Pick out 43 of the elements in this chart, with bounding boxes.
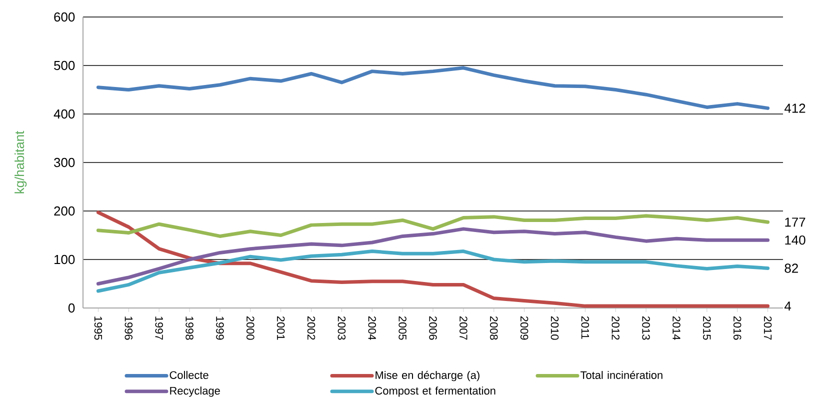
x-tick-label: 2016 xyxy=(733,316,742,340)
legend-label: Mise en décharge (a) xyxy=(376,370,480,382)
annotation: 412 xyxy=(784,104,806,113)
y-tick-label: 400 xyxy=(54,109,75,119)
y-tick-label: 600 xyxy=(54,12,75,22)
x-tick-label: 2013 xyxy=(642,316,650,340)
x-tick-label: 2002 xyxy=(307,316,316,340)
annotation: 177 xyxy=(785,218,806,227)
x-tick-label: 2010 xyxy=(550,316,559,340)
x-tick-label: 2014 xyxy=(672,316,680,340)
annotation: 82 xyxy=(784,264,798,273)
x-tick-label: 1999 xyxy=(216,316,224,340)
x-tick-label: 1996 xyxy=(124,316,133,340)
legend-label: Compost et fermentation xyxy=(375,386,496,397)
x-tick-label: 2001 xyxy=(276,316,285,340)
legend-label: Total incinération xyxy=(580,370,662,380)
x-tick-label: 2006 xyxy=(429,316,437,340)
y-tick-label: 500 xyxy=(54,60,75,70)
line-series xyxy=(96,66,770,110)
x-tick-label: 2012 xyxy=(612,316,620,340)
legend-label: Recyclage xyxy=(170,386,220,397)
annotation: 140 xyxy=(785,236,806,245)
x-tick-label: 2000 xyxy=(246,316,254,340)
x-tick-label: 2007 xyxy=(460,316,468,340)
line-series xyxy=(96,214,770,238)
x-tick-label: 2015 xyxy=(703,316,711,340)
y-tick-label: 100 xyxy=(54,254,75,264)
y-tick-label: 300 xyxy=(54,158,75,168)
x-tick-label: 1997 xyxy=(155,316,163,340)
annotation: 4 xyxy=(784,302,792,311)
x-tick-label: 2005 xyxy=(398,316,406,340)
x-tick-label: 1995 xyxy=(94,316,102,340)
x-tick-label: 2009 xyxy=(520,316,528,340)
x-tick-label: 2011 xyxy=(581,316,590,339)
x-tick-label: 2008 xyxy=(490,316,498,340)
x-tick-label: 2003 xyxy=(338,316,346,340)
x-tick-label: 2017 xyxy=(764,316,772,340)
y-tick-label: 200 xyxy=(54,206,75,216)
x-tick-label: 2004 xyxy=(368,316,376,340)
legend-label: Collecte xyxy=(170,370,208,379)
y-tick-label: 0 xyxy=(68,303,75,313)
y-axis-title: kg/habitant xyxy=(14,130,27,194)
x-tick-label: 1998 xyxy=(186,316,194,340)
